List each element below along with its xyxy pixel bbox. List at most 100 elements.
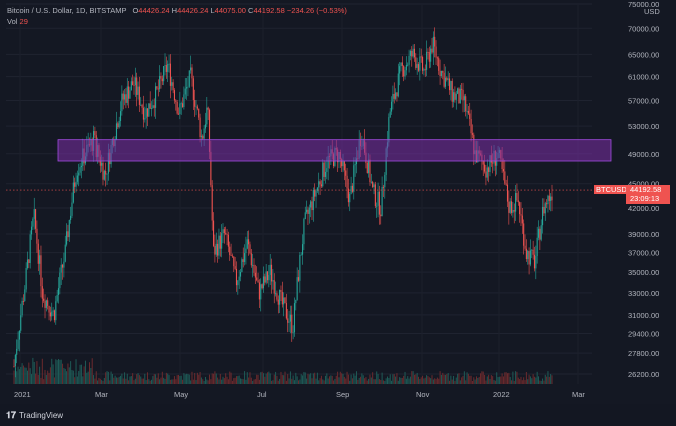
candle-body xyxy=(199,117,201,138)
candle-body xyxy=(533,254,536,269)
volume-bar xyxy=(67,363,69,384)
candle-body xyxy=(237,280,239,286)
price-chart[interactable]: 75000.00 70000.00 65000.00 61000.00 57000.00… xyxy=(0,0,676,404)
candle-body xyxy=(125,94,127,103)
candle-body xyxy=(315,190,317,197)
candle-body xyxy=(502,169,505,172)
volume-bar xyxy=(380,379,382,384)
candle-body xyxy=(132,81,134,86)
candle-body xyxy=(264,276,266,283)
volume-bar xyxy=(438,378,440,384)
candle-body xyxy=(368,159,370,174)
tradingview-logo[interactable]: 𝟏𝟕 TradingView xyxy=(6,410,63,421)
volume-bar xyxy=(409,376,411,384)
candle-body xyxy=(521,215,523,224)
candle-body xyxy=(373,184,375,188)
candle-body xyxy=(26,259,29,269)
resistance-zone[interactable] xyxy=(57,139,612,162)
volume-bar xyxy=(496,372,498,384)
candle-body xyxy=(57,288,60,296)
candle-body xyxy=(169,63,171,86)
candle-body xyxy=(389,111,391,118)
open-value: 44426.24 xyxy=(138,6,170,15)
candle-body xyxy=(119,111,122,121)
volume-bar xyxy=(342,373,344,384)
volume-value: 29 xyxy=(19,17,28,26)
candle-body xyxy=(453,92,455,102)
candle-body xyxy=(192,78,194,101)
volume-bar xyxy=(527,379,529,384)
candle-body xyxy=(184,88,186,95)
volume-bar xyxy=(546,376,548,384)
candle-body xyxy=(302,244,304,255)
volume-bar xyxy=(57,359,59,384)
volume-bar xyxy=(62,363,64,384)
volume-bar xyxy=(411,371,413,384)
candle-body xyxy=(221,233,223,249)
volume-bar xyxy=(222,376,224,384)
volume-bar xyxy=(502,376,504,384)
candle-body xyxy=(260,284,262,300)
volume-bar xyxy=(271,380,273,384)
volume-bar xyxy=(256,374,258,384)
candle-body xyxy=(29,234,31,264)
candle-body xyxy=(434,36,436,47)
chart-area[interactable]: 75000.00 70000.00 65000.00 61000.00 57000.00… xyxy=(0,0,676,404)
candle-body xyxy=(14,354,16,367)
volume-bar xyxy=(358,377,360,384)
candle-body xyxy=(385,148,387,175)
candle-body xyxy=(458,88,460,104)
volume-bar xyxy=(295,372,297,384)
candle-body xyxy=(287,318,289,323)
volume-bar xyxy=(431,375,433,384)
price-tick-label: 70000.00 xyxy=(628,24,659,33)
volume-bar xyxy=(355,371,357,384)
volume-bar xyxy=(176,375,178,384)
candle-body xyxy=(467,110,469,114)
volume-bar xyxy=(137,373,139,384)
volume-bar xyxy=(392,374,394,384)
volume-bar xyxy=(191,371,193,384)
candle-body xyxy=(211,185,213,221)
symbol-name[interactable]: Bitcoin / U.S. Dollar, 1D, BITSTAMP xyxy=(7,6,127,15)
candle-body xyxy=(405,64,407,71)
volume-bar xyxy=(203,380,205,384)
candle-body xyxy=(308,207,310,214)
volume-bar xyxy=(331,375,333,384)
candle-body xyxy=(296,277,298,300)
candle-body xyxy=(469,113,471,120)
candle-body xyxy=(404,70,406,77)
candle-body xyxy=(459,88,461,104)
candle-body xyxy=(71,202,73,216)
candle-body xyxy=(377,191,379,206)
candle-body xyxy=(252,264,254,266)
tradingview-logo-icon: 𝟏𝟕 xyxy=(6,410,17,420)
close-value: 44192.58 xyxy=(253,6,285,15)
volume-bar xyxy=(238,375,240,384)
volume-bar xyxy=(269,373,271,384)
volume-bar xyxy=(190,380,192,384)
candle-body xyxy=(279,289,281,305)
chart-background xyxy=(0,0,676,404)
volume-bar xyxy=(120,375,122,384)
volume-bar xyxy=(18,369,20,384)
volume-legend[interactable]: Vol 29 xyxy=(7,17,28,26)
candle-body xyxy=(343,161,345,171)
candle-body xyxy=(270,264,273,282)
candle-body xyxy=(156,86,158,89)
volume-bar xyxy=(423,378,425,384)
candle-body xyxy=(537,228,540,238)
volume-bar xyxy=(450,375,452,384)
volume-bar xyxy=(442,372,444,384)
candle-body xyxy=(32,218,34,227)
candle-body xyxy=(416,64,418,68)
volume-bar xyxy=(265,373,267,384)
volume-bar xyxy=(260,372,262,384)
candle-body xyxy=(149,103,151,109)
price-axis[interactable]: 75000.00 70000.00 65000.00 61000.00 57000.00… xyxy=(628,0,659,379)
volume-bar xyxy=(418,376,420,384)
candle-body xyxy=(324,171,327,177)
time-axis[interactable]: 2021 Mar May Jul Sep Nov 2022 Mar xyxy=(14,390,585,399)
symbol-legend[interactable]: Bitcoin / U.S. Dollar, 1D, BITSTAMP O444… xyxy=(7,6,347,15)
candle-body xyxy=(382,186,385,188)
